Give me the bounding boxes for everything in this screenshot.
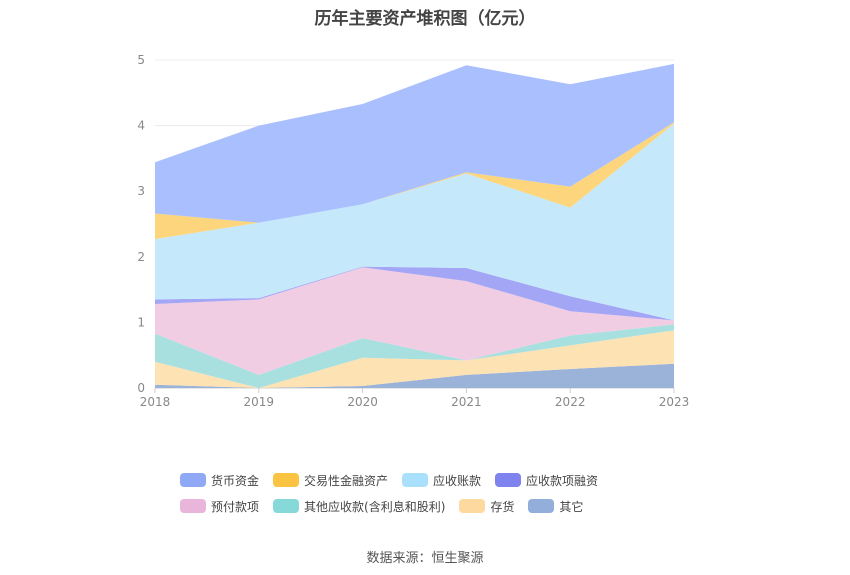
y-tick-label: 1 bbox=[137, 315, 145, 329]
area-series-4 bbox=[155, 266, 674, 321]
legend-item[interactable]: 其它 bbox=[528, 498, 583, 514]
legend-swatch bbox=[180, 473, 206, 487]
legend-item[interactable]: 交易性金融资产 bbox=[273, 472, 388, 488]
x-tick-label: 2019 bbox=[244, 395, 275, 409]
legend-item[interactable]: 其他应收款(含利息和股利) bbox=[273, 498, 445, 514]
legend-swatch bbox=[273, 473, 300, 487]
y-tick-label: 4 bbox=[137, 119, 145, 133]
legend-swatch bbox=[402, 473, 429, 487]
y-tick-label: 0 bbox=[137, 381, 145, 395]
legend-swatch bbox=[495, 473, 522, 487]
area-series-0 bbox=[155, 363, 674, 388]
chart-title: 历年主要资产堆积图（亿元） bbox=[314, 9, 536, 29]
area-series-5 bbox=[155, 123, 674, 321]
legend-swatch bbox=[459, 499, 486, 513]
legend-label: 应收款项融资 bbox=[526, 473, 599, 488]
y-tick-label: 2 bbox=[137, 250, 145, 264]
legend-label: 存货 bbox=[490, 499, 515, 514]
area-series-6 bbox=[155, 122, 674, 240]
x-tick-label: 2023 bbox=[659, 395, 690, 409]
x-tick-label: 2020 bbox=[347, 395, 378, 409]
legend-label: 预付款项 bbox=[211, 499, 260, 514]
y-tick-label: 5 bbox=[137, 53, 145, 67]
area-series-1 bbox=[155, 330, 674, 388]
x-tick-label: 2022 bbox=[555, 395, 586, 409]
legend-label: 应收账款 bbox=[433, 473, 482, 488]
legend-swatch bbox=[528, 499, 555, 513]
legend-label: 货币资金 bbox=[211, 473, 260, 488]
legend-label: 其他应收款(含利息和股利) bbox=[304, 499, 446, 514]
chart-legend: 货币资金 交易性金融资产 应收账款 应收款项融资预付款项 其他应收款(含利息和股利) 存货… bbox=[180, 472, 700, 524]
legend-swatch bbox=[273, 499, 300, 513]
legend-swatch bbox=[180, 499, 206, 513]
legend-label: 其它 bbox=[559, 499, 584, 514]
legend-item[interactable]: 货币资金 bbox=[180, 472, 259, 488]
legend-label: 交易性金融资产 bbox=[304, 473, 389, 488]
legend-item[interactable]: 预付款项 bbox=[180, 498, 259, 514]
legend-item[interactable]: 应收账款 bbox=[402, 472, 481, 488]
y-tick-label: 3 bbox=[137, 184, 145, 198]
x-tick-label: 2021 bbox=[451, 395, 482, 409]
legend-item[interactable]: 存货 bbox=[459, 498, 514, 514]
data-source-note: 数据来源：恒生聚源 bbox=[366, 551, 484, 566]
area-series-2 bbox=[155, 324, 674, 388]
legend-item[interactable]: 应收款项融资 bbox=[495, 472, 598, 488]
area-series-3 bbox=[155, 267, 674, 375]
x-tick-label: 2018 bbox=[140, 395, 171, 409]
area-series-7 bbox=[155, 63, 674, 223]
